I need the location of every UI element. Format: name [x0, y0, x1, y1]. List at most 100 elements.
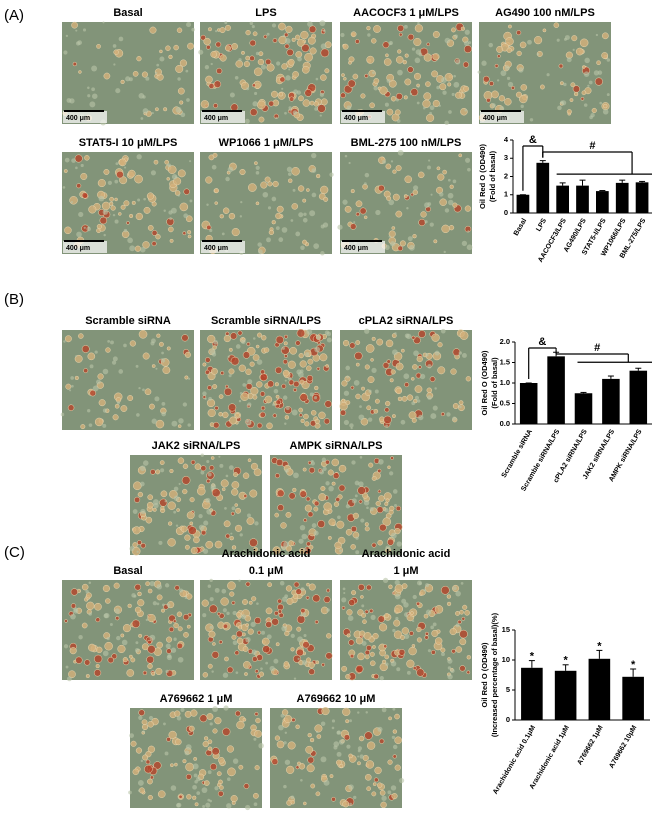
cell: [432, 53, 440, 61]
cell-faint: [412, 594, 417, 600]
y-axis-label: Oil Red O (OD490): [478, 143, 487, 209]
cell: [379, 523, 387, 532]
cell: [380, 801, 387, 809]
cell-faint: [193, 773, 198, 778]
cell: [452, 403, 459, 410]
cell-faint: [253, 337, 256, 340]
cell-faint: [116, 401, 121, 405]
cell: [291, 167, 300, 176]
cell: [385, 163, 392, 170]
cell: [226, 666, 234, 674]
scale-bar-label: 400 μm: [483, 115, 507, 122]
cell-faint: [427, 202, 432, 206]
cell: [463, 85, 470, 92]
cell: [418, 218, 426, 227]
cell-faint: [156, 63, 160, 67]
cell-faint: [372, 71, 375, 75]
cell-faint: [390, 785, 397, 791]
cell: [437, 173, 445, 181]
cell-faint: [357, 755, 360, 758]
cell-faint: [282, 395, 288, 400]
cell: [369, 102, 375, 109]
cell-faint: [265, 661, 269, 665]
cell: [364, 522, 369, 527]
cell: [177, 169, 186, 178]
cell-faint: [293, 677, 297, 680]
cell: [345, 528, 353, 536]
significance-label: &: [529, 134, 537, 146]
cell-faint: [123, 228, 128, 233]
cell: [463, 45, 472, 54]
cell-faint: [266, 237, 271, 243]
cell-faint: [590, 113, 595, 118]
cell-faint: [76, 231, 82, 238]
cell: [167, 501, 176, 510]
cell-faint: [127, 237, 133, 244]
cell: [264, 395, 273, 404]
cell: [166, 177, 170, 181]
y-axis-label: (Fold of basal): [490, 357, 499, 409]
cell-faint: [588, 80, 593, 85]
cell: [271, 618, 279, 626]
cell: [184, 534, 191, 541]
cell: [249, 361, 255, 367]
cell: [134, 583, 142, 591]
cell: [181, 476, 191, 485]
cell-faint: [424, 220, 428, 224]
cell-faint: [196, 791, 201, 795]
cell: [278, 612, 284, 618]
cell: [389, 378, 394, 383]
cell: [185, 773, 192, 780]
cell-faint: [392, 628, 396, 633]
cell-faint: [211, 164, 217, 170]
cell-faint: [447, 674, 453, 680]
cell: [255, 344, 260, 349]
cell: [504, 98, 512, 106]
cell: [413, 336, 421, 345]
cell: [167, 538, 176, 547]
cell: [159, 460, 165, 466]
cell: [423, 613, 429, 619]
cell: [205, 540, 214, 549]
cell: [395, 210, 403, 218]
cell-faint: [164, 751, 169, 756]
cell: [339, 763, 344, 768]
cell-faint: [466, 244, 473, 251]
cell: [387, 538, 394, 546]
cell-faint: [187, 423, 191, 427]
cell: [160, 490, 168, 498]
cell: [451, 27, 456, 33]
cell: [302, 198, 307, 203]
cell: [225, 384, 229, 389]
cell: [144, 764, 153, 774]
cell: [109, 196, 114, 202]
cell-faint: [404, 633, 410, 639]
cell: [69, 647, 77, 655]
cell-faint: [385, 424, 388, 428]
cell-faint: [118, 36, 124, 42]
cell: [142, 754, 149, 761]
cell: [327, 469, 334, 476]
cell: [591, 107, 597, 114]
cell: [145, 759, 151, 765]
cell: [308, 25, 317, 34]
cell: [432, 31, 440, 38]
cell: [372, 782, 377, 787]
cell: [305, 595, 310, 600]
cell: [466, 670, 471, 675]
cell-faint: [389, 471, 394, 476]
cell-faint: [447, 666, 452, 670]
cell: [132, 768, 139, 776]
cell: [252, 31, 258, 37]
cell: [160, 505, 165, 511]
cell: [137, 599, 145, 607]
cell: [267, 582, 273, 588]
cell: [144, 388, 152, 396]
cell: [107, 656, 114, 664]
cell: [366, 584, 372, 591]
cell: [211, 488, 221, 498]
cell-faint: [63, 340, 66, 343]
cell: [94, 417, 104, 427]
cell: [483, 75, 490, 83]
cell: [379, 790, 386, 796]
